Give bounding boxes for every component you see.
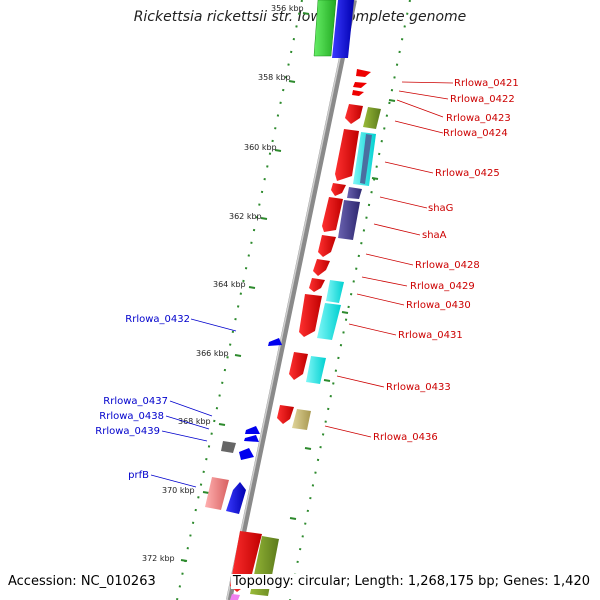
gene-pink — [205, 477, 229, 510]
gene-label: Rrlowa_0422 — [450, 94, 515, 105]
gene-label: Rrlowa_0433 — [386, 382, 451, 393]
gene-label: Rrlowa_0436 — [373, 432, 438, 443]
gene-label: Rrlowa_0438 — [99, 411, 164, 422]
kbp-label: 370 kbp — [162, 486, 195, 495]
gene-navy — [347, 187, 362, 199]
genome-backbone-highlight — [226, 0, 353, 600]
gene-label: Rrlowa_0431 — [398, 330, 463, 341]
gene-khaki — [292, 409, 311, 430]
gene-arrow — [356, 69, 371, 77]
gene-arrow — [345, 104, 363, 124]
gene-grey — [221, 441, 236, 453]
green-feature — [313, 0, 337, 57]
gene-arrow — [245, 426, 260, 434]
gene-arrow — [335, 129, 359, 181]
gene-arrow — [313, 259, 330, 276]
kbp-label: 360 kbp — [244, 143, 277, 152]
leaders-left — [150, 318, 237, 488]
gene-label: Rrlowa_0421 — [454, 78, 519, 89]
gene-label: shaA — [422, 230, 447, 241]
gene-arrow — [277, 405, 294, 424]
gene-arrow — [331, 183, 346, 196]
gene-label: Rrlowa_0424 — [443, 128, 508, 139]
gene-label: Rrlowa_0437 — [103, 396, 168, 407]
gene-arrow — [244, 435, 259, 442]
kbp-label: 364 kbp — [213, 280, 246, 289]
accession-text: Accession: NC_010263 — [6, 574, 158, 589]
kbp-ticks — [180, 12, 396, 562]
gene-arrow — [322, 197, 343, 232]
features-top — [313, 0, 354, 58]
kbp-label: 366 kbp — [196, 349, 229, 358]
kbp-label: 372 kbp — [142, 554, 175, 563]
map-title: Rickettsia rickettsii str. Iowa, complet… — [133, 9, 467, 25]
gene-label: prfB — [128, 470, 149, 481]
gene-pink-small — [230, 594, 240, 600]
gene-label: Rrlowa_0430 — [406, 300, 471, 311]
gene-label: shaG — [428, 203, 453, 214]
topology-text: Topology: circular; Length: 1,268,175 bp… — [230, 574, 592, 589]
gene-arrow — [353, 82, 367, 88]
gene-label: Rrlowa_0439 — [95, 426, 160, 437]
gene-label: Rrlowa_0432 — [125, 314, 190, 325]
kbp-label: 356 kbp — [271, 4, 304, 13]
gene-label: Rrlowa_0423 — [446, 113, 511, 124]
kbp-label: 368 kbp — [178, 417, 211, 426]
gene-label: Rrlowa_0425 — [435, 168, 500, 179]
gene-arrow — [318, 235, 336, 257]
gene-cyan — [317, 303, 341, 340]
gene-arrow — [239, 448, 254, 460]
gene-olive — [363, 107, 381, 129]
kbp-label: 358 kbp — [258, 73, 291, 82]
gene-cyan — [326, 280, 344, 303]
gene-label: Rrlowa_0428 — [415, 260, 480, 271]
leaders-right — [324, 81, 454, 438]
forward-genes — [230, 69, 381, 600]
gene-navy — [338, 200, 360, 240]
gene-arrow — [299, 294, 322, 337]
gene-cyan — [306, 356, 326, 384]
genome-backbone — [226, 0, 357, 600]
reverse-genes — [205, 338, 282, 514]
gene-arrow — [352, 90, 364, 96]
blue-feature — [332, 0, 354, 58]
gene-arrow — [309, 278, 325, 292]
kbp-label: 362 kbp — [229, 212, 262, 221]
gene-label: Rrlowa_0429 — [410, 281, 475, 292]
gene-arrow — [268, 338, 282, 346]
gene-navy-thin — [360, 134, 372, 184]
gene-arrow — [289, 352, 308, 380]
gene-arrow — [226, 482, 246, 514]
